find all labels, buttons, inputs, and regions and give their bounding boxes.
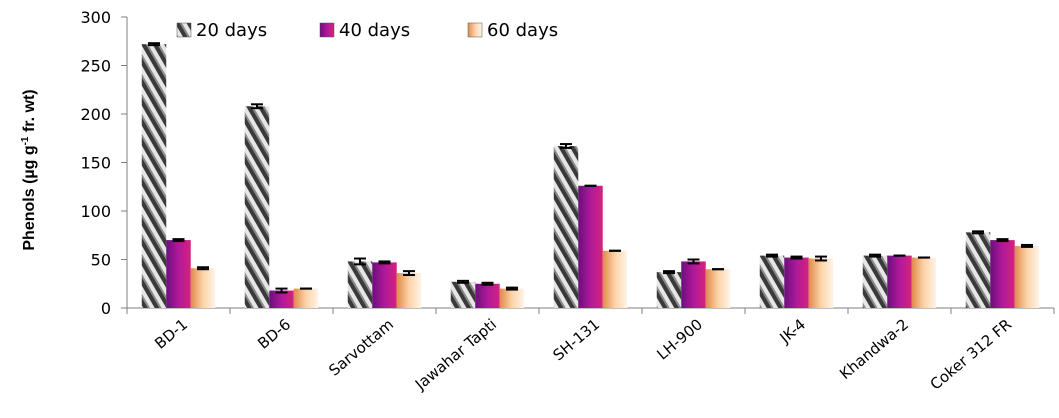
bar [269,290,294,308]
bar [190,268,216,308]
bar [656,272,682,308]
bar [784,257,809,308]
bar [862,255,888,308]
x-tick-label: BD-1 [151,315,191,352]
x-tick-label: LH-900 [653,315,706,363]
y-tick-label: 50 [91,251,111,270]
bar [396,273,422,308]
bar [759,255,785,308]
legend-swatch [176,22,192,38]
bar [887,255,912,308]
y-tick-label: 200 [80,105,111,124]
bar [705,269,731,308]
x-tick-label: Khandwa-2 [836,315,912,383]
bar [141,44,167,308]
bar [166,240,191,308]
x-tick-label: JK-4 [776,315,810,347]
x-tick-label: Jawahar Tapti [411,315,500,394]
bar [553,146,579,308]
y-tick-label: 250 [80,57,111,76]
bar [244,106,270,309]
bar [681,261,706,308]
y-tick-label: 150 [80,154,111,173]
bar [347,261,373,308]
legend-label: 20 days [196,20,267,41]
y-tick-label: 300 [80,8,111,27]
legend-label: 60 days [487,20,558,41]
x-tick-label: Coker 312 FR [927,315,1015,393]
bar [1014,245,1040,308]
x-tick-label: Sarvottam [325,315,397,379]
legend-swatch [319,22,335,38]
legend: 20 days 40 days 60 days [176,20,558,41]
bar [293,288,319,308]
bar [499,288,525,308]
bar [450,281,476,308]
legend-label: 40 days [339,20,410,41]
bar [578,185,603,308]
legend-swatch [467,22,483,38]
bar [965,232,991,308]
bar [602,250,628,308]
bar [911,257,937,308]
bar [990,240,1015,308]
bar [808,258,834,308]
y-tick-label: 0 [101,299,111,318]
x-tick-label: BD-6 [254,315,294,352]
y-tick-label: 100 [80,202,111,221]
x-tick-label: SH-131 [549,315,603,364]
bar [372,262,397,308]
y-axis-title: Phenols (µg g-1 fr. wt) [20,89,38,250]
bar [475,283,500,308]
